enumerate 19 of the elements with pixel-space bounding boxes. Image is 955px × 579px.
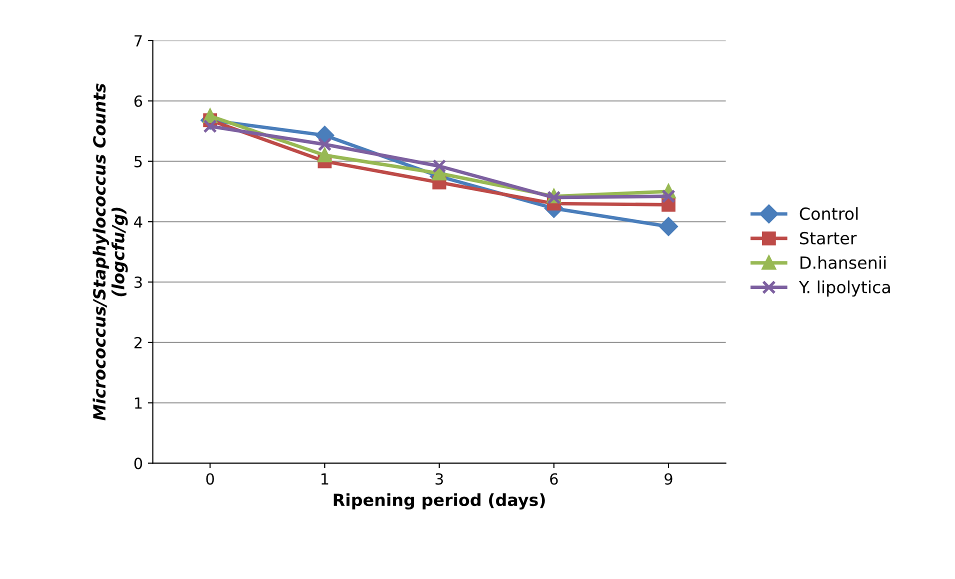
y-tick-label: 1 [135, 397, 142, 409]
x-axis-title: Ripening period (days) [334, 493, 545, 510]
x-tick-label: 3 [436, 473, 443, 485]
x-tick-label: 0 [206, 473, 214, 485]
x-tick-label: 9 [664, 473, 672, 485]
y-tick-label: 2 [134, 336, 142, 348]
y-tick-label: 5 [134, 156, 142, 168]
legend-label: Starter [800, 232, 857, 244]
legend-label: Y. lipolytica [798, 280, 890, 297]
y-tick-label: 0 [134, 458, 142, 470]
x-tick-label: 1 [322, 473, 328, 485]
y-tick-label: 4 [134, 216, 142, 228]
legend-label: D.hansenii [800, 256, 886, 269]
y-axis-title: Micrococcus/Staphylococcus Counts (logcfu/g) [92, 84, 128, 420]
x-tick-label: 6 [550, 473, 558, 485]
y-tick-label: 6 [134, 95, 142, 107]
y-tick-label: 7 [134, 35, 142, 46]
legend-label: Control [800, 207, 858, 220]
y-tick-label: 3 [134, 276, 142, 288]
